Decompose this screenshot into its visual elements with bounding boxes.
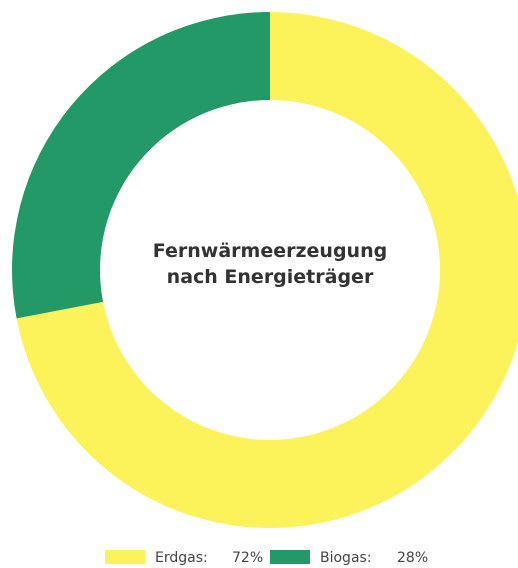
donut-segment [16, 12, 518, 528]
legend-label: Biogas: [320, 550, 372, 566]
legend-swatch [270, 550, 310, 564]
legend-label: Erdgas: [155, 550, 208, 566]
legend-value: 72% [232, 550, 263, 566]
chart-title: Fernwärmeerzeugung nach Energieträger [152, 240, 388, 288]
legend-swatch [105, 550, 145, 564]
donut-segment [11, 12, 270, 319]
legend-value: 28% [397, 550, 428, 566]
